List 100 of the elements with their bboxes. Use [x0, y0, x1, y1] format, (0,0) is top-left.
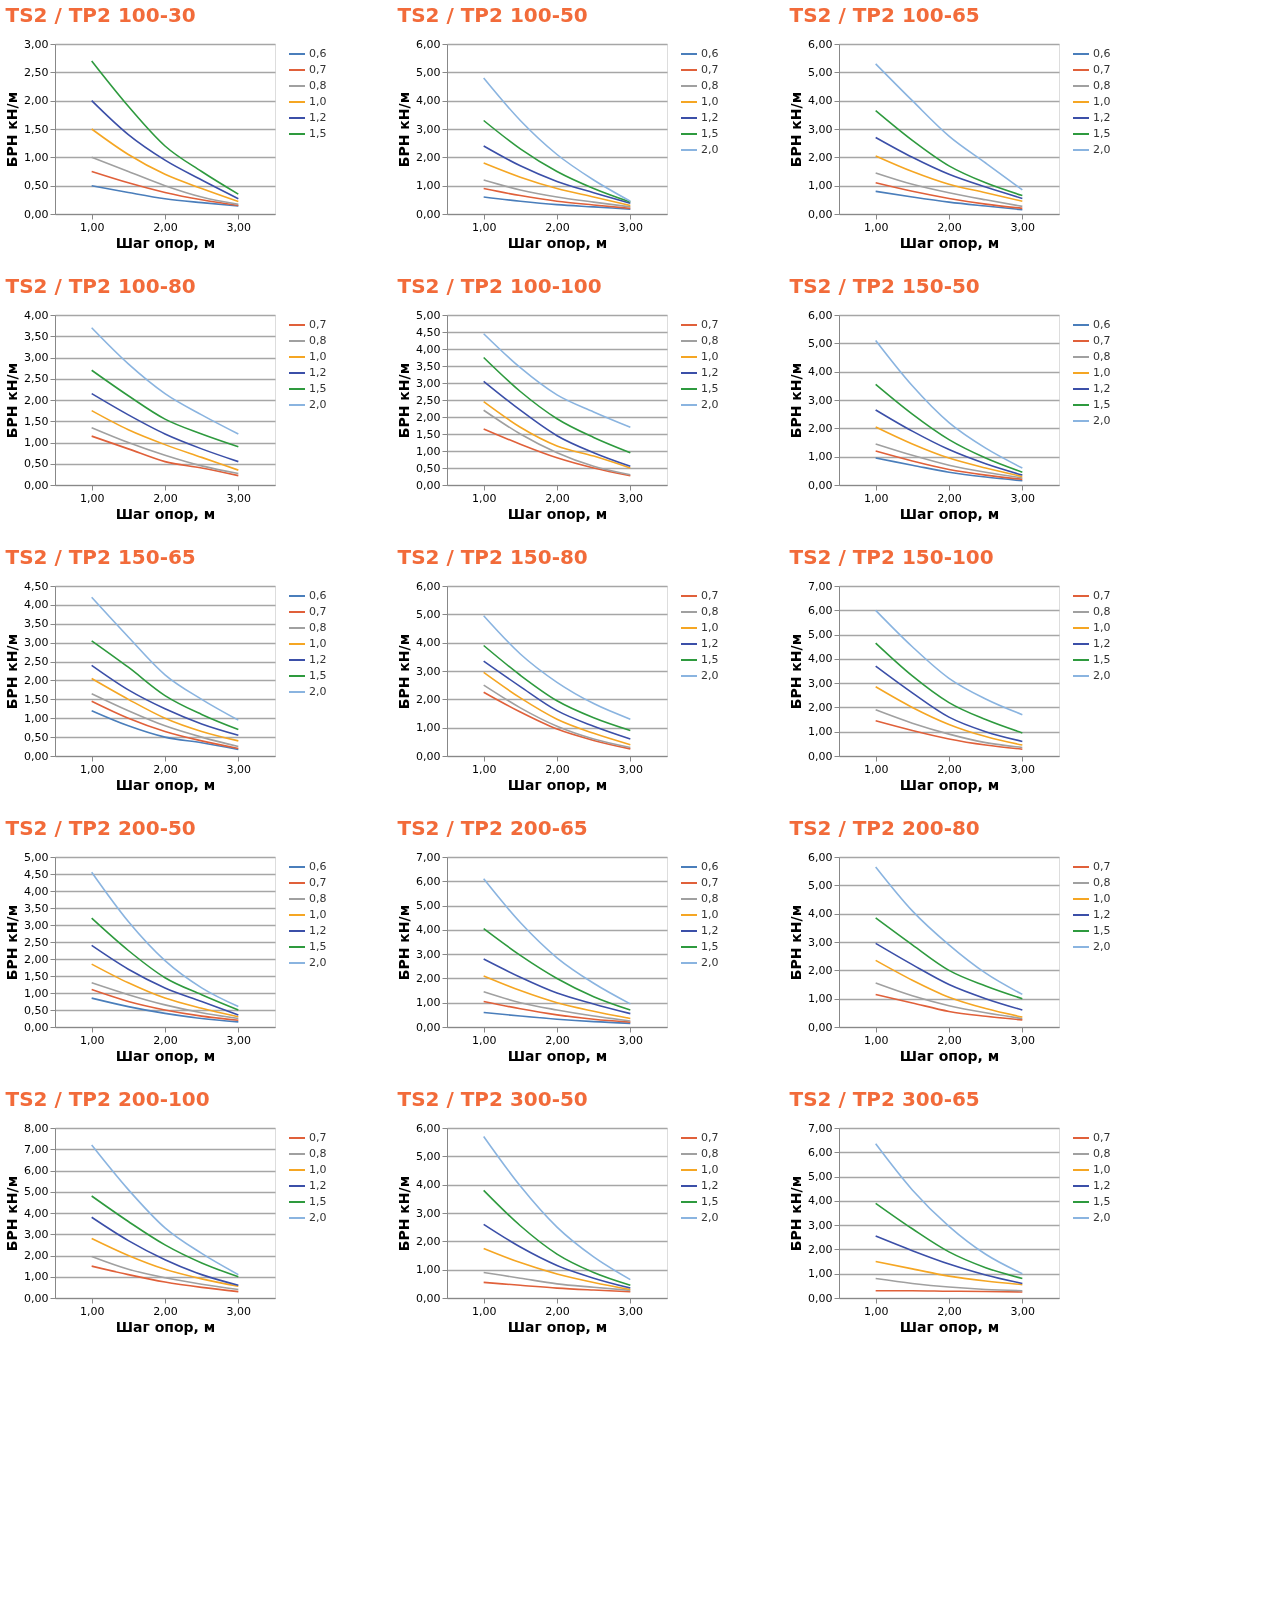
line-series	[874, 959, 1024, 1018]
y-tick-label: 1,00	[416, 996, 441, 1010]
y-axis-title: БРН кН/м	[4, 362, 21, 439]
line-series	[482, 119, 632, 203]
line-series	[482, 1281, 632, 1293]
x-tick-label: 1,00	[79, 220, 105, 234]
line-series	[874, 1235, 1024, 1285]
y-tick-label: 3,50	[24, 617, 49, 631]
legend-label: 2,0	[1093, 940, 1111, 953]
y-tick-label: 3,00	[24, 1227, 49, 1241]
y-tick-label: 3,50	[416, 359, 441, 373]
chart-title: TS2 / TP2 100-50	[397, 3, 588, 27]
y-tick-label: 4,00	[808, 1194, 833, 1208]
legend-label: 1,2	[701, 366, 719, 379]
y-tick-label: 1,00	[808, 725, 833, 739]
legend-label: 0,7	[701, 876, 719, 889]
legend-label: 0,8	[701, 1147, 719, 1160]
y-tick-label: 5,00	[416, 308, 441, 322]
x-tick-label: 1,00	[471, 491, 497, 505]
legend-label: 1,5	[309, 1195, 327, 1208]
line-series	[482, 356, 632, 454]
y-tick-label: 5,00	[808, 628, 833, 642]
legend-label: 0,7	[701, 589, 719, 602]
y-tick-label: 2,50	[416, 393, 441, 407]
y-tick-label: 4,00	[416, 342, 441, 356]
x-axis-title: Шаг опор, м	[899, 1318, 1000, 1335]
legend-label: 0,6	[309, 589, 327, 602]
line-series	[90, 917, 240, 1011]
x-tick-label: 1,00	[863, 491, 889, 505]
x-tick-label: 3,00	[226, 491, 252, 505]
legend-label: 1,0	[701, 95, 719, 108]
y-tick-label: 0,00	[24, 1020, 49, 1034]
y-tick-label: 3,00	[24, 351, 49, 364]
x-tick-label: 3,00	[1010, 491, 1036, 505]
chart-title: TS2 / TP2 150-50	[789, 274, 980, 298]
line-series	[874, 942, 1024, 1011]
legend-label: 1,2	[1093, 1179, 1111, 1192]
y-tick-label: 2,50	[24, 65, 49, 79]
y-tick-label: 1,00	[24, 711, 49, 725]
line-series	[482, 660, 632, 740]
y-tick-label: 2,00	[416, 150, 441, 164]
legend-label: 0,7	[701, 1131, 719, 1144]
x-axis-title: Шаг опор, м	[899, 234, 1000, 251]
legend-label: 0,8	[1093, 350, 1111, 363]
y-tick-label: 4,50	[24, 579, 49, 593]
legend-label: 1,0	[309, 350, 327, 363]
line-series	[90, 326, 240, 435]
y-tick-label: 0,50	[416, 461, 441, 475]
line-series	[874, 383, 1024, 474]
line-series	[90, 677, 240, 742]
y-tick-label: 4,00	[808, 907, 833, 921]
x-tick-label: 1,00	[863, 762, 889, 776]
y-tick-label: 5,00	[24, 850, 49, 864]
legend-label: 0,7	[1093, 1131, 1111, 1144]
y-tick-label: 4,00	[416, 1178, 441, 1192]
y-tick-label: 6,00	[416, 579, 441, 593]
y-axis-title: БРН кН/м	[4, 633, 21, 710]
legend-label: 0,8	[309, 1147, 327, 1160]
y-axis-title: БРН кН/м	[788, 362, 805, 439]
chart-title: TS2 / TP2 100-65	[789, 3, 980, 27]
y-tick-label: 4,00	[416, 636, 441, 650]
legend-label: 1,0	[701, 350, 719, 363]
line-series	[90, 392, 240, 463]
x-tick-label: 3,00	[618, 491, 644, 505]
y-tick-label: 5,00	[24, 1185, 49, 1199]
legend-label: 2,0	[1093, 414, 1111, 427]
y-tick-label: 2,00	[416, 1234, 441, 1248]
y-axis-title: БРН кН/м	[788, 633, 805, 710]
line-series	[90, 596, 240, 721]
line-series	[90, 435, 240, 477]
y-tick-label: 5,00	[416, 1149, 441, 1163]
x-tick-label: 3,00	[618, 220, 644, 234]
legend-label: 0,8	[701, 334, 719, 347]
line-series	[874, 719, 1024, 750]
chart-title: TS2 / TP2 100-30	[5, 3, 196, 27]
y-tick-label: 6,00	[808, 850, 833, 864]
x-tick-label: 2,00	[545, 220, 570, 234]
y-tick-label: 7,00	[808, 579, 833, 593]
line-series	[482, 644, 632, 732]
x-tick-label: 1,00	[471, 1304, 497, 1318]
x-axis-title: Шаг опор, м	[115, 1318, 216, 1335]
line-series	[874, 182, 1024, 210]
line-series	[874, 665, 1024, 743]
x-axis-title: Шаг опор, м	[899, 776, 1000, 793]
line-series	[482, 1011, 632, 1025]
chart-title: TS2 / TP2 150-100	[789, 545, 994, 569]
y-tick-label: 2,00	[24, 952, 49, 966]
line-series	[482, 77, 632, 203]
legend-label: 0,8	[309, 892, 327, 905]
line-series	[874, 609, 1024, 716]
line-series	[90, 369, 240, 448]
line-series	[90, 1237, 240, 1288]
x-tick-label: 3,00	[226, 220, 252, 234]
line-series	[874, 1202, 1024, 1280]
y-tick-label: 0,50	[24, 730, 49, 744]
legend-label: 1,5	[1093, 924, 1111, 937]
chart-title: TS2 / TP2 300-50	[397, 1087, 588, 1111]
x-tick-label: 2,00	[153, 762, 178, 776]
y-tick-label: 1,00	[808, 1267, 833, 1281]
y-tick-label: 3,00	[808, 676, 833, 690]
